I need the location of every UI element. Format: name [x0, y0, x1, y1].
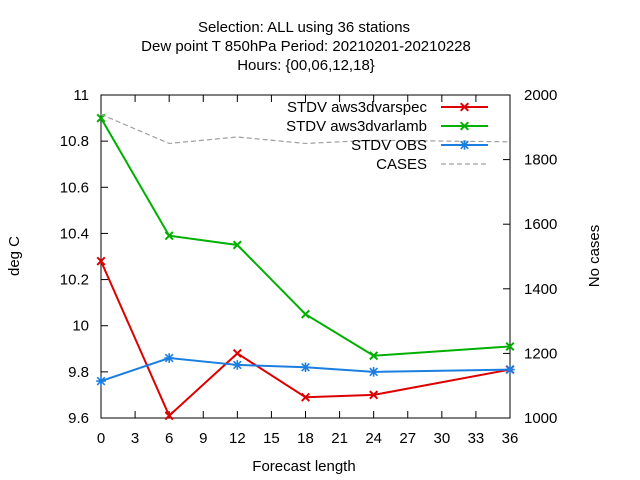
series-1-point	[369, 351, 379, 361]
y2-tick-label: 1800	[524, 152, 557, 169]
x-tick-label: 36	[502, 430, 519, 447]
y-tick-label: 9.8	[68, 364, 89, 381]
legend-marker-0	[459, 102, 470, 112]
series-line-0	[100, 260, 511, 418]
x-tick-label: 12	[229, 430, 246, 447]
series-0-point	[232, 348, 242, 358]
series-2-point	[505, 364, 515, 375]
x-tick-label: 18	[297, 430, 314, 447]
legend-label-0: STDV aws3dvarspec	[287, 99, 428, 116]
y-axis-label: deg C	[6, 236, 23, 276]
x-tick-label: 9	[199, 430, 207, 447]
legend-label-3: CASES	[376, 156, 427, 173]
x-tick-label: 15	[263, 430, 280, 447]
chart-title-line3: Hours: {00,06,12,18}	[237, 57, 375, 74]
legend-marker-1	[459, 121, 470, 131]
y-tick-label: 10.4	[60, 225, 89, 242]
series-0-point	[96, 256, 106, 266]
y-tick-label: 10	[72, 318, 89, 335]
series-line-3	[100, 113, 511, 145]
x-tick-label: 24	[365, 430, 382, 447]
y2-axis-label: No cases	[586, 225, 603, 288]
y-tick-label: 10.8	[60, 133, 89, 150]
y2-tick-label: 1400	[524, 281, 557, 298]
series-0-point	[369, 390, 379, 400]
series-2-point	[368, 367, 379, 377]
series-0-point	[300, 392, 311, 402]
legend-label-1: STDV aws3dvarlamb	[286, 118, 427, 135]
y2-tick-label: 1600	[524, 216, 557, 233]
series-line-1	[100, 117, 511, 357]
y-tick-label: 10.6	[60, 179, 89, 196]
series-1-point	[232, 240, 242, 250]
series-2-point	[300, 362, 311, 373]
x-axis-label: Forecast length	[252, 458, 355, 475]
x-tick-label: 27	[399, 430, 416, 447]
series-1-point	[164, 231, 174, 241]
y2-tick-label: 1000	[524, 410, 557, 427]
y2-tick-label: 1200	[524, 345, 557, 362]
x-tick-label: 3	[131, 430, 139, 447]
chart-title-line2: Dew point T 850hPa Period: 20210201-2021…	[141, 38, 471, 55]
y2-tick-label: 2000	[524, 87, 557, 104]
series-2-point	[164, 353, 174, 363]
x-tick-label: 30	[433, 430, 450, 447]
series-0-point	[164, 411, 174, 421]
x-tick-label: 21	[331, 430, 348, 447]
legend-label-2: STDV OBS	[351, 137, 427, 154]
series-1-point	[505, 341, 515, 351]
x-tick-label: 33	[468, 430, 485, 447]
series-2-point	[232, 360, 243, 370]
y-tick-label: 11	[73, 87, 89, 104]
chart-title-line1: Selection: ALL using 36 stations	[198, 19, 410, 36]
y-tick-label: 10.2	[60, 272, 89, 289]
series-1-point	[300, 309, 311, 319]
series-2-point	[96, 376, 106, 386]
series-line-2	[100, 356, 511, 383]
y-tick-label: 9.6	[68, 410, 89, 427]
x-tick-label: 6	[165, 430, 173, 447]
x-tick-label: 0	[97, 430, 105, 447]
legend-marker-2	[459, 140, 470, 150]
